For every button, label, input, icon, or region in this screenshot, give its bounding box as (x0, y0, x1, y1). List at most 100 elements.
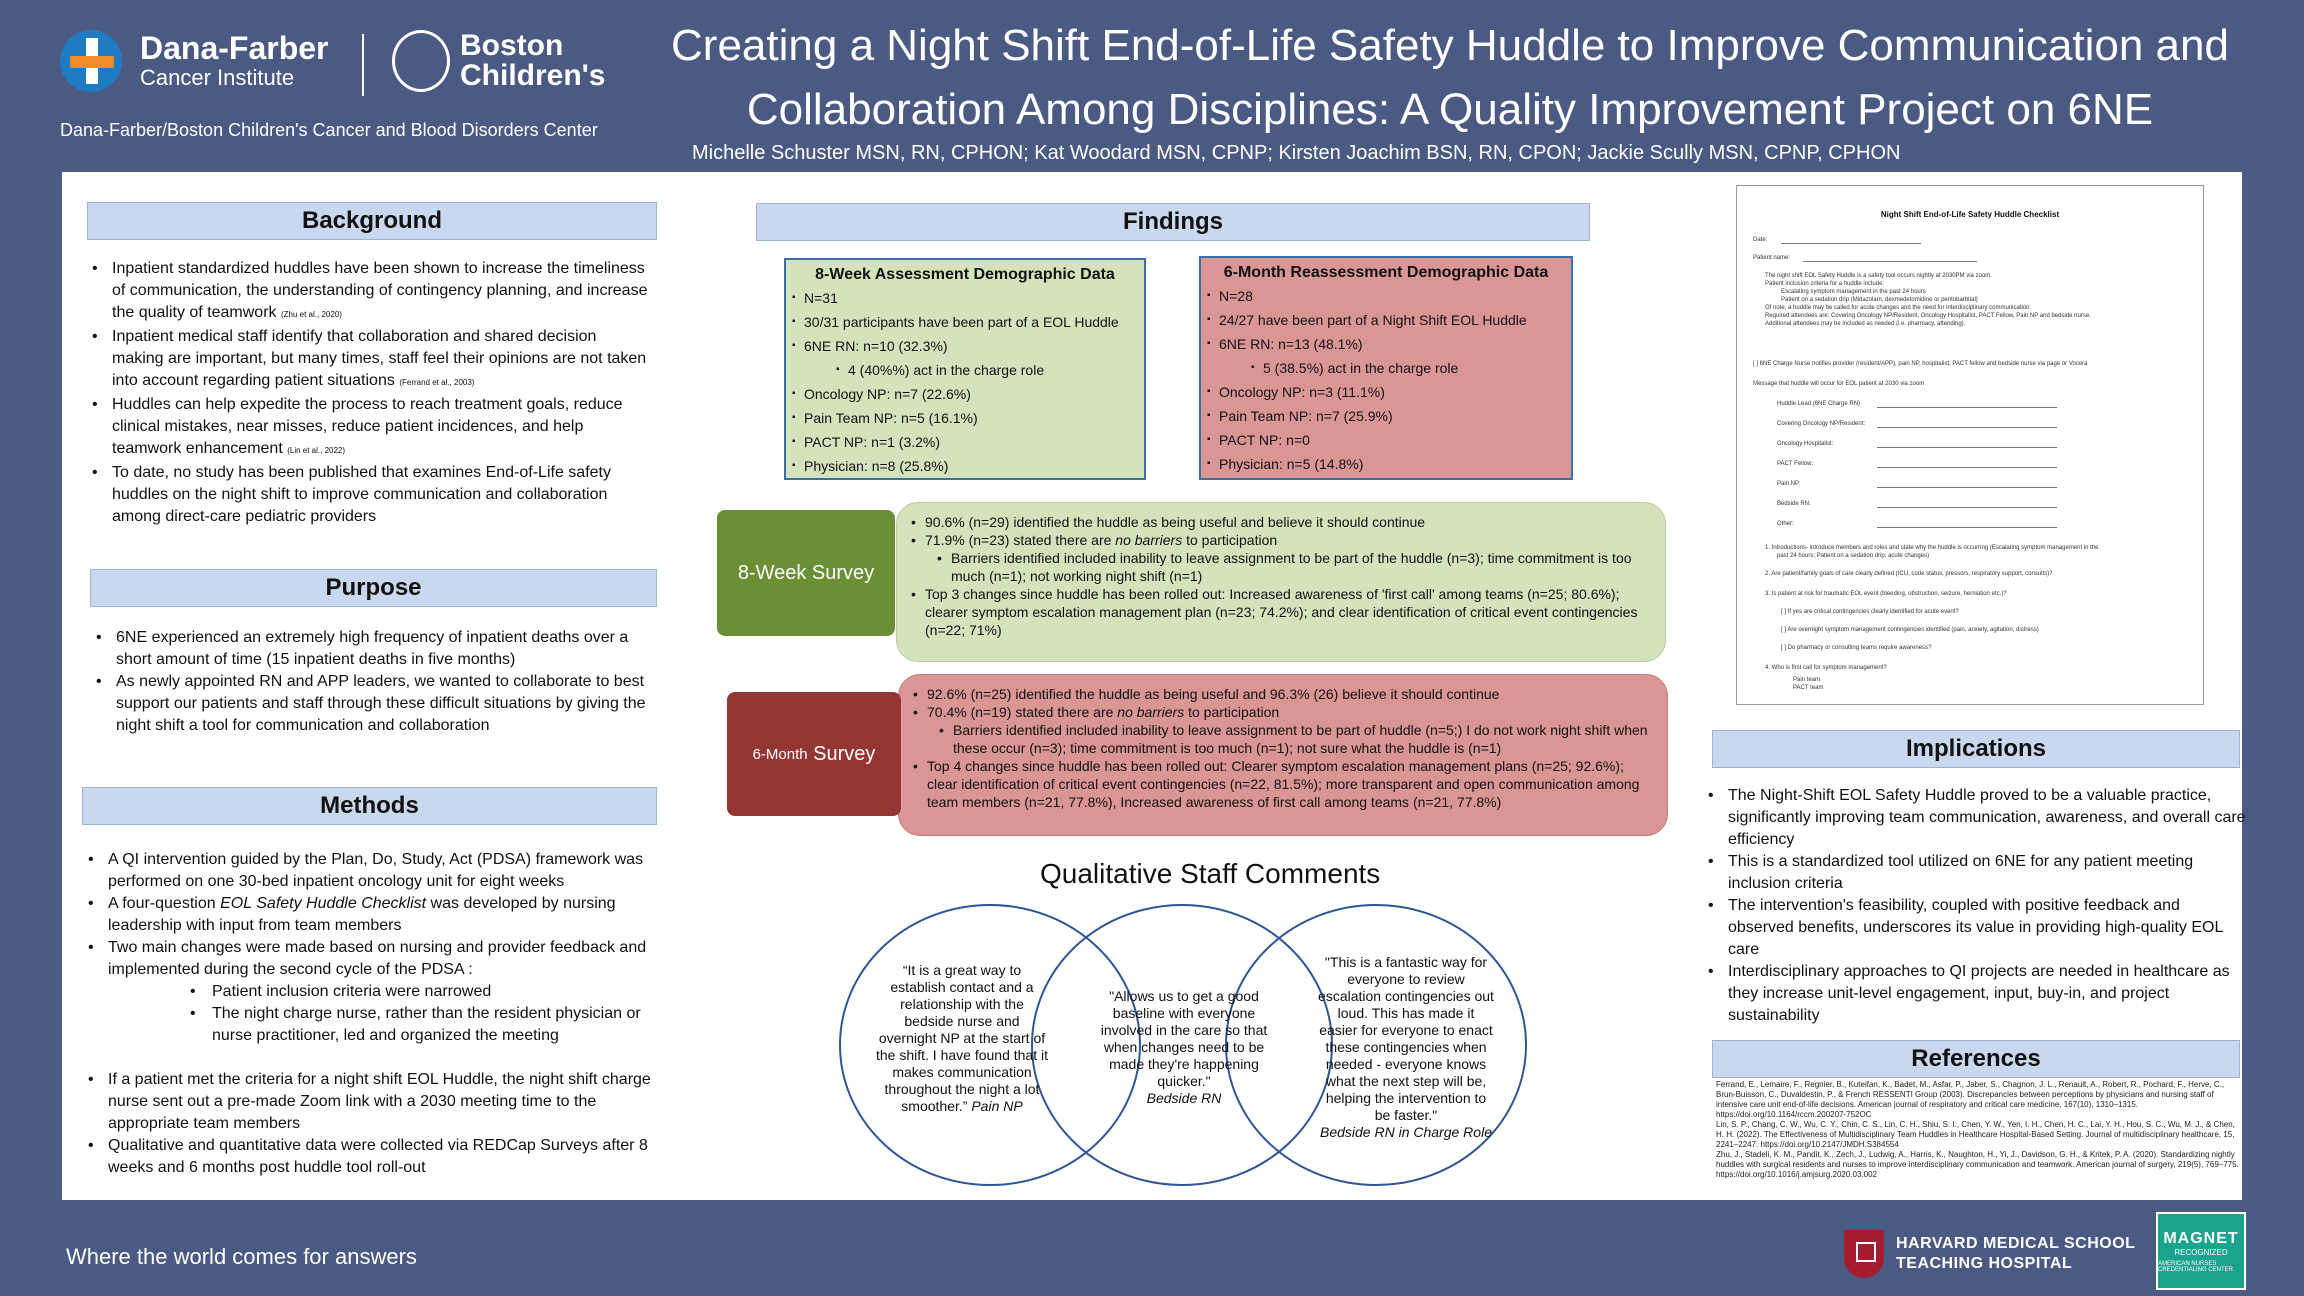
demographic-row: 6NE RN: n=13 (48.1%) (1207, 332, 1563, 356)
checklist-field-line (1877, 427, 2057, 428)
checklist-field: Bedside RN: (1777, 501, 1811, 507)
demographic-row: N=28 (1207, 284, 1563, 308)
survey-subbullet: Barriers identified included inability t… (911, 549, 1649, 585)
checklist-field: Pain NP: (1777, 481, 1801, 487)
checklist-note: Escalating symptom management in the pas… (1781, 289, 1926, 295)
bch-line2: Children's (460, 59, 606, 92)
checklist-question: [ ] Do pharmacy or consulting teams requ… (1781, 645, 1932, 651)
survey-6-month-label-small: 6-Month (752, 745, 808, 763)
methods-list: A QI intervention guided by the Plan, Do… (86, 849, 666, 1179)
checklist-note: Required attendees are: Covering Oncolog… (1765, 313, 2091, 319)
footer-tagline: Where the world comes for answers (66, 1244, 417, 1269)
methods-item: Qualitative and quantitative data were c… (86, 1135, 666, 1179)
checklist-field-line (1877, 527, 2057, 528)
dana-farber-name: Dana-Farber (140, 30, 329, 66)
checklist-title: Night Shift End-of-Life Safety Huddle Ch… (1880, 210, 2060, 219)
survey-6-month-results: 92.6% (n=25) identified the huddle as be… (898, 674, 1668, 836)
center-name: Dana-Farber/Boston Children's Cancer and… (60, 120, 598, 140)
demographic-row: 24/27 have been part of a Night Shift EO… (1207, 308, 1563, 332)
methods-item: A QI intervention guided by the Plan, Do… (86, 849, 666, 893)
checklist-field-line (1877, 407, 2057, 408)
implications-list: The Night-Shift EOL Safety Huddle proved… (1706, 785, 2246, 1027)
survey-bullet: 71.9% (n=23) stated there are no barrier… (911, 531, 1649, 549)
demographic-row: N=31 (792, 286, 1136, 310)
methods-heading: Methods (82, 787, 657, 825)
boston-childrens-seal-icon (392, 30, 450, 92)
demographics-8-week: 8-Week Assessment Demographic Data N=31 … (784, 258, 1146, 480)
reference-entry: Ferrand, E., Lemaire, F., Regnier, B., K… (1716, 1080, 2225, 1119)
methods-subitem: Patient inclusion criteria were narrowed (86, 981, 666, 1003)
dana-farber-sub: Cancer Institute (140, 65, 295, 90)
checklist-question: 2. Are patient/family goals of care clea… (1765, 571, 2053, 577)
demographic-row: Pain Team NP: n=7 (25.9%) (1207, 404, 1563, 428)
venn-circle-middle (1031, 904, 1333, 1186)
demographics-8-week-title: 8-Week Assessment Demographic Data (815, 266, 1115, 283)
harvard-logo: HARVARD MEDICAL SCHOOL TEACHING HOSPITAL (1844, 1230, 2135, 1278)
dana-farber-cross-icon (60, 30, 122, 92)
magnet-badge: MAGNET RECOGNIZED AMERICAN NURSES CREDEN… (2156, 1212, 2246, 1290)
demographic-row: Physician: n=8 (25.8%) (792, 454, 1136, 478)
survey-bullet: 90.6% (n=29) identified the huddle as be… (911, 513, 1649, 531)
quote-pain-np: “It is a great way to establish contact … (876, 962, 1048, 1114)
background-list: Inpatient standardized huddles have been… (90, 258, 650, 528)
checklist-field: PACT Fellow: (1777, 461, 1814, 467)
survey-bullet: Top 4 changes since huddle has been roll… (913, 757, 1651, 811)
implications-heading: Implications (1712, 730, 2240, 768)
demographic-row: Physician: n=5 (14.8%) (1207, 452, 1563, 476)
checklist-question: PACT team (1793, 685, 1824, 691)
checklist-field-line (1877, 467, 2057, 468)
background-item: Inpatient medical staff identify that co… (90, 326, 650, 394)
qualitative-title: Qualitative Staff Comments (1040, 858, 1381, 889)
boston-childrens-logo: Boston Children's (392, 30, 606, 92)
demographic-row: Oncology NP: n=7 (22.6%) (792, 382, 1136, 406)
demographic-row: 30/31 participants have been part of a E… (792, 310, 1136, 334)
magnet-title: MAGNET (2163, 1229, 2239, 1247)
purpose-item: As newly appointed RN and APP leaders, w… (94, 671, 654, 737)
background-item: Inpatient standardized huddles have been… (90, 258, 650, 326)
implications-item: This is a standardized tool utilized on … (1706, 851, 2246, 895)
checklist-notify: [ ] 6NE Charge Nurse notifies provider (… (1753, 361, 2088, 367)
background-item: Huddles can help expedite the process to… (90, 394, 650, 462)
checklist-field: Oncology Hospitalist: (1777, 441, 1834, 447)
checklist-note: The night shift EOL Safety Huddle is a s… (1765, 273, 1992, 279)
survey-subbullet: Barriers identified included inability t… (913, 721, 1651, 757)
checklist-field-line (1877, 487, 2057, 488)
methods-item: If a patient met the criteria for a nigh… (86, 1069, 666, 1135)
checklist-question: 4. Who is first call for symptom managem… (1765, 665, 1887, 671)
checklist-field: Covering Oncology NP/Resident: (1777, 421, 1866, 427)
checklist-note: Of note, a huddle may be called for acut… (1765, 305, 2030, 311)
checklist-question: 1. Introductions- introduce members and … (1765, 545, 2099, 551)
authors: Michelle Schuster MSN, RN, CPHON; Kat Wo… (692, 142, 1901, 164)
checklist-field: Huddle Lead (6NE Charge RN) (1777, 401, 1861, 407)
checklist-note: Patient on a sedation drip (Midazolam, d… (1781, 297, 1978, 303)
venn-circle-right (1225, 904, 1527, 1186)
reference-entry: Lin, S. P., Chang, C. W., Wu, C. Y., Chi… (1716, 1120, 2235, 1149)
methods-item: Two main changes were made based on nurs… (86, 937, 666, 981)
survey-8-week-results: 90.6% (n=29) identified the huddle as be… (896, 502, 1666, 662)
demographic-row: PACT NP: n=0 (1207, 428, 1563, 452)
references-list: Ferrand, E., Lemaire, F., Regnier, B., K… (1716, 1080, 2240, 1180)
checklist-field-line (1877, 447, 2057, 448)
purpose-heading: Purpose (90, 569, 657, 607)
checklist-question: past 24 hours; Patient on a sedation dri… (1777, 553, 1930, 559)
quote-bedside-rn: "Allows us to get a good baseline with e… (1100, 988, 1268, 1106)
bch-line1: Boston (460, 29, 564, 62)
background-item: To date, no study has been published tha… (90, 462, 650, 528)
demographic-row: Oncology NP: n=3 (11.1%) (1207, 380, 1563, 404)
findings-heading: Findings (756, 203, 1590, 241)
hms-line2: TEACHING HOSPITAL (1896, 1255, 2073, 1272)
checklist-patient-line (1803, 261, 1977, 262)
checklist-question: [ ] If yes are critical contingencies cl… (1781, 609, 1959, 615)
checklist-patient: Patient name: (1753, 255, 1791, 261)
checklist-field: Other: (1777, 521, 1794, 527)
checklist-field-line (1877, 507, 2057, 508)
implications-item: Interdisciplinary approaches to QI proje… (1706, 961, 2246, 1027)
checklist-question: Pain team (1793, 677, 1821, 683)
checklist-question: [ ] Are overnight symptom management con… (1781, 627, 2039, 633)
demographics-6-month-title: 6-Month Reassessment Demographic Data (1223, 264, 1549, 281)
survey-bullet: Top 3 changes since huddle has been roll… (911, 585, 1649, 639)
venn-circles (839, 904, 1527, 1186)
magnet-ancc: AMERICAN NURSES CREDENTIALING CENTER (2158, 1260, 2234, 1273)
survey-bullet: 92.6% (n=25) identified the huddle as be… (913, 685, 1651, 703)
quote-charge-rn: "This is a fantastic way for everyone to… (1318, 954, 1494, 1140)
